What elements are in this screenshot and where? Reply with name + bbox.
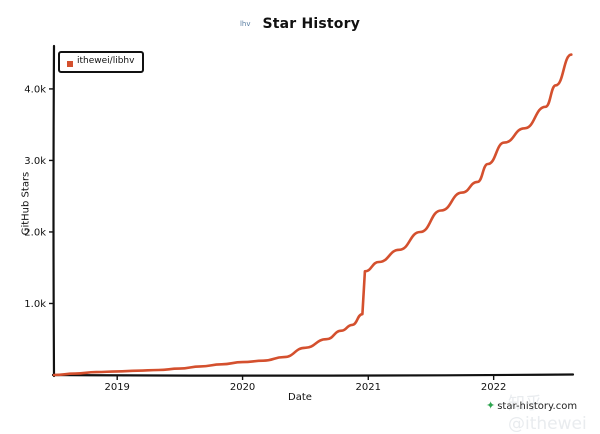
repo-avatar-icon: lhv	[239, 19, 251, 28]
legend-entry-ithewei-libhv: ithewei/libhv	[77, 56, 135, 66]
y-tick-label: 1.0k	[24, 299, 46, 310]
y-tick-label: 4.0k	[24, 84, 46, 95]
x-axis-ticks: 2019 2020 2021 2022	[104, 375, 506, 393]
star-history-logo-icon: ✦	[486, 399, 496, 412]
x-tick-label: 2019	[104, 382, 129, 393]
x-tick-label: 2020	[230, 382, 255, 393]
x-tick-label: 2022	[481, 382, 506, 393]
legend-swatch	[67, 61, 73, 67]
star-history-brand[interactable]: ✦ star-history.com	[486, 399, 577, 412]
x-axis-line	[51, 373, 575, 377]
y-axis-label: GitHub Stars	[20, 171, 32, 236]
y-tick-label: 3.0k	[24, 156, 46, 167]
chart-canvas: 1.0k 2.0k 3.0k 4.0k 2019 2020 2021 2022	[24, 44, 575, 393]
brand-text: star-history.com	[497, 401, 578, 412]
legend: ithewei/libhv	[58, 51, 144, 73]
series-line-ithewei-libhv	[52, 53, 573, 377]
x-tick-label: 2021	[356, 382, 381, 393]
y-tick-label: 2.0k	[24, 227, 46, 238]
chart-title: lhv Star History	[0, 13, 600, 32]
x-axis-label: Date	[288, 392, 312, 403]
y-axis-line	[52, 44, 56, 378]
chart-title-text: Star History	[262, 15, 361, 32]
